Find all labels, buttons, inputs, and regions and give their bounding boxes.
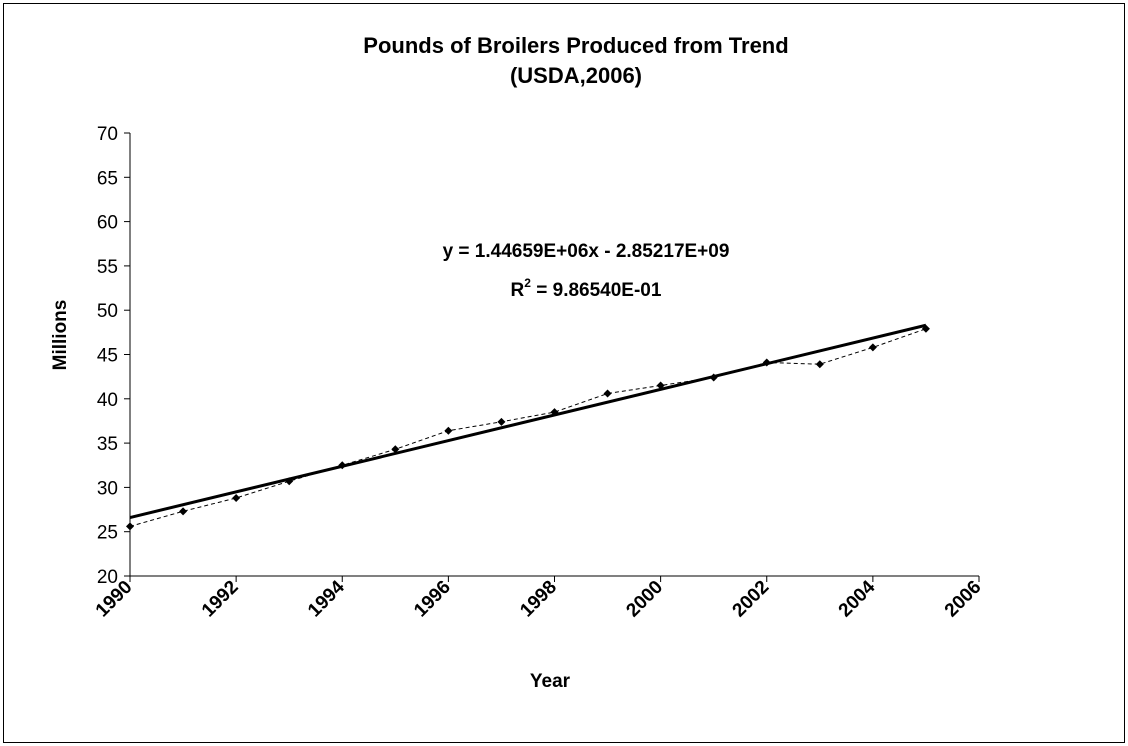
actual-series-line	[129, 328, 927, 527]
x-tick-label: 1994	[304, 576, 349, 621]
y-tick-label: 25	[97, 523, 118, 544]
x-tick-label: 1998	[516, 577, 561, 622]
r-squared-prefix: R	[511, 280, 525, 301]
y-tick-label: 65	[97, 168, 118, 189]
y-tick-label: 45	[97, 346, 118, 367]
data-point-marker	[338, 461, 347, 470]
x-tick-label: 2000	[622, 577, 667, 622]
r-squared-superscript: 2	[524, 276, 531, 290]
chart-subtitle: (USDA,2006)	[510, 63, 642, 88]
data-point-marker	[550, 408, 559, 417]
data-point-marker	[603, 389, 612, 398]
data-point-marker	[232, 494, 241, 503]
x-tick-label: 2006	[941, 577, 986, 622]
data-point-marker	[179, 507, 188, 516]
data-point-marker	[285, 477, 294, 486]
data-point-marker	[126, 522, 134, 531]
y-tick-label: 55	[97, 257, 118, 278]
data-point-marker	[444, 426, 453, 435]
r-squared: R2 = 9.86540E-01	[511, 276, 662, 301]
x-tick-label: 2002	[729, 577, 774, 622]
chart-title: Pounds of Broilers Produced from Trend	[363, 33, 788, 58]
data-point-marker	[709, 373, 718, 382]
data-point-marker	[391, 445, 400, 454]
y-tick-label: 20	[97, 567, 118, 588]
chart-frame: Pounds of Broilers Produced from Trend (…	[3, 3, 1125, 743]
trend-equation: y = 1.44659E+06x - 2.85217E+09	[443, 241, 730, 262]
y-tick-label: 35	[97, 434, 118, 455]
x-axis-label: Year	[530, 671, 571, 692]
y-tick-label: 40	[97, 390, 118, 411]
x-tick-label: 2004	[835, 576, 880, 621]
y-tick-label: 70	[97, 124, 118, 145]
y-axis-ticks: 20 25 30 35 40 45 50 55 60 65 70	[97, 124, 130, 588]
y-tick-label: 50	[97, 301, 118, 322]
x-tick-label: 1996	[410, 577, 455, 622]
data-point-marker	[656, 381, 665, 390]
y-axis-label: Millions	[50, 300, 71, 371]
data-point-marker	[815, 360, 824, 369]
data-point-marker	[762, 358, 771, 367]
trendline	[129, 323, 927, 519]
r-squared-value: = 9.86540E-01	[531, 280, 662, 301]
y-tick-label: 60	[97, 213, 118, 234]
y-tick-label: 30	[97, 478, 118, 499]
data-point-marker	[868, 343, 877, 352]
x-axis-ticks: 1990 1992 1994 1996 1998 2000 2002 2004 2006	[92, 576, 986, 621]
x-tick-label: 1992	[198, 577, 243, 622]
data-point-marker	[497, 417, 506, 426]
data-point-marker	[921, 324, 930, 333]
series-layer	[126, 323, 930, 531]
chart-svg: Pounds of Broilers Produced from Trend (…	[50, 33, 986, 692]
